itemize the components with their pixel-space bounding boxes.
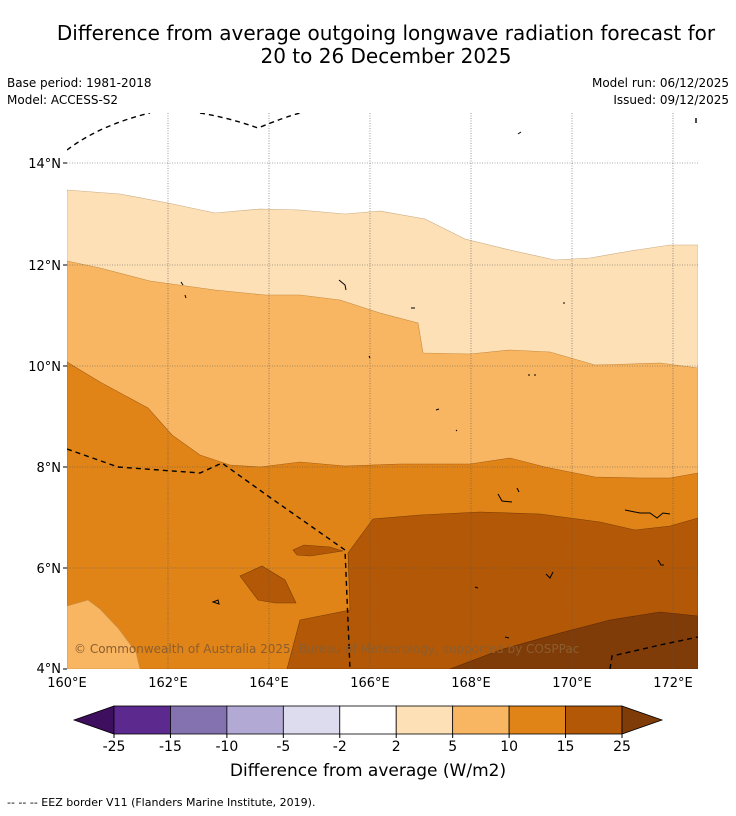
- eez-border: [67, 113, 698, 669]
- title-line-1: Difference from average outgoing longwav…: [56, 21, 716, 45]
- colorbar-tick-label: 5: [448, 739, 457, 755]
- lon-label: 164°E: [249, 676, 289, 691]
- colorbar-swatch: [339, 705, 397, 735]
- copyright-text: © Commonwealth of Australia 2025, Bureau…: [74, 642, 579, 656]
- meta-right: Model run: 06/12/2025 Issued: 09/12/2025: [592, 75, 729, 109]
- lat-label: 4°N: [37, 662, 62, 677]
- colorbar-swatch: [395, 705, 454, 735]
- lon-label: 160°E: [47, 676, 87, 691]
- colorbar-tick-label: -15: [159, 739, 182, 755]
- model-run: Model run: 06/12/2025: [591, 76, 729, 90]
- lat-labels: 14°N 12°N 10°N 8°N 6°N 4°N: [28, 157, 61, 677]
- lat-label: 12°N: [28, 259, 61, 274]
- colorbar-tick-label: 15: [557, 739, 575, 755]
- eez-legend-footnote: -- -- -- EEZ border V11 (Flanders Marine…: [7, 796, 316, 809]
- colorbar-tick-label: -25: [103, 739, 126, 755]
- colorbar-extend-low: [72, 705, 115, 735]
- title-line-2: 20 to 26 December 2025: [260, 44, 512, 68]
- colorbar-tick-label: -10: [215, 739, 238, 755]
- base-period: Base period: 1981-2018: [7, 76, 152, 90]
- lon-label: 162°E: [148, 676, 188, 691]
- colorbar-extend-high: [621, 705, 664, 735]
- band-15-to-25-patch: [239, 565, 297, 604]
- colorbar-swatch: [565, 705, 623, 735]
- lat-label: 6°N: [37, 562, 62, 577]
- band-15-to-25-sliver: [292, 544, 344, 557]
- colorbar-swatch: [508, 705, 566, 735]
- lon-label: 170°E: [552, 676, 592, 691]
- islands: [180, 131, 671, 639]
- lon-label: 172°E: [653, 676, 693, 691]
- band-5-to-10-lower-left: [67, 599, 141, 669]
- lon-labels: 160°E 162°E 164°E 166°E 168°E 170°E 172°…: [47, 676, 693, 691]
- lon-label: 168°E: [451, 676, 491, 691]
- map-title: Difference from average outgoing longwav…: [0, 22, 736, 68]
- issued-date: Issued: 09/12/2025: [613, 93, 729, 107]
- graticule: [67, 113, 698, 669]
- colorbar-tick-label: 25: [613, 739, 631, 755]
- colorbar-swatch: [282, 705, 341, 735]
- lat-label: 14°N: [28, 157, 61, 172]
- map-area: [67, 113, 698, 669]
- colorbar-title: Difference from average (W/m2): [229, 761, 507, 781]
- lat-label: 10°N: [28, 360, 61, 375]
- colorbar: -25 -15 -10 -5 -2 2 5 10 15 25: [72, 705, 664, 755]
- lat-ticks: [63, 162, 67, 670]
- colorbar-tick-label: -2: [333, 739, 347, 755]
- colorbar-swatch: [226, 705, 284, 735]
- colorbar-tick-label: -5: [276, 739, 290, 755]
- lat-label: 8°N: [37, 461, 62, 476]
- colorbar-swatch: [452, 705, 510, 735]
- colorbar-tick-label: 10: [500, 739, 518, 755]
- meta-left: Base period: 1981-2018 Model: ACCESS-S2: [7, 75, 152, 109]
- colorbar-tick-label: 2: [392, 739, 401, 755]
- colorbar-swatch: [113, 705, 171, 735]
- band-above-25: [449, 611, 698, 669]
- colorbar-swatch: [170, 705, 228, 735]
- lon-label: 166°E: [350, 676, 390, 691]
- model-name: Model: ACCESS-S2: [7, 93, 119, 107]
